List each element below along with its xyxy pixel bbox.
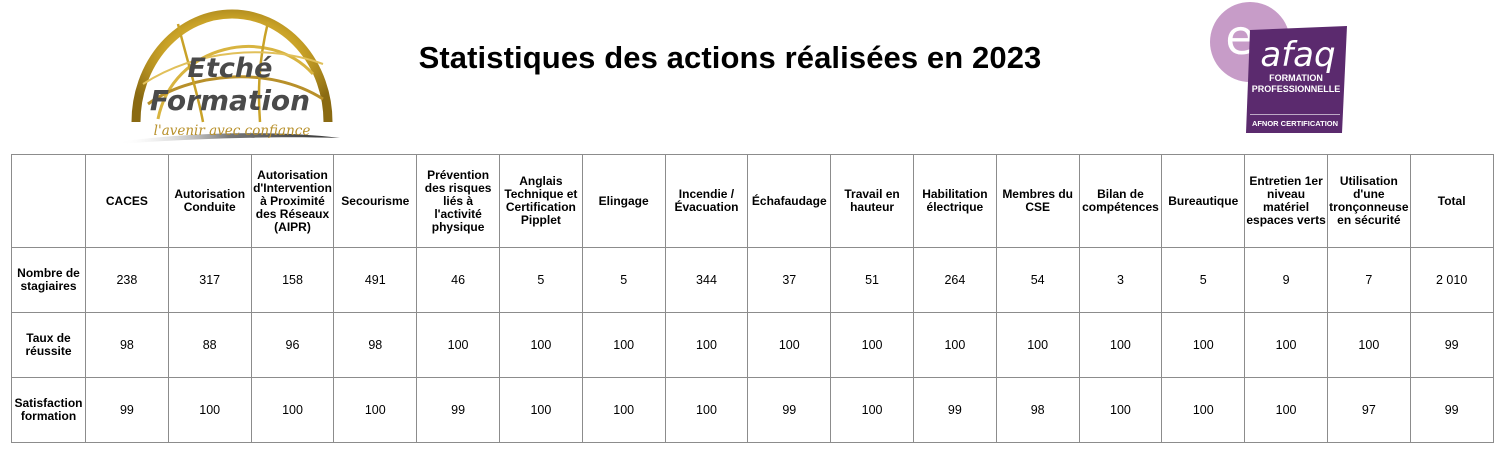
afaq-logo-graphic: e afaq FORMATION PROFESSIONNELLE AFNOR C… — [1210, 2, 1347, 133]
table-cell: 100 — [1161, 312, 1246, 378]
table-row: Taux de réussite 98 88 96 98 100 100 100 100 100 1… — [11, 312, 1494, 378]
table-cell: 100 — [1078, 312, 1163, 378]
table-cell: 99 — [416, 377, 500, 443]
column-header: Membres du CSE — [995, 154, 1080, 248]
table-cell: 99 — [912, 377, 997, 443]
table-cell: 7 — [1326, 247, 1411, 313]
page-title: Statistiques des actions réalisées en 20… — [418, 40, 1042, 75]
table-cell: 100 — [912, 312, 997, 378]
column-header: Total — [1409, 154, 1494, 248]
table-cell: 5 — [498, 247, 583, 313]
table-cell: 5 — [1161, 247, 1246, 313]
table-cell: 100 — [416, 312, 500, 378]
logo-tagline: l'avenir avec confiance — [154, 123, 311, 139]
table-body: Nombre de stagiaires 238 317 158 491 46 5 5 344 3… — [11, 247, 1494, 443]
column-header: Prévention des risques liés à l'activité… — [416, 154, 500, 248]
table-cell: 344 — [664, 247, 749, 313]
table-header-row: CACES Autorisation Conduite Autorisation d… — [11, 154, 1494, 248]
table-cell: 3 — [1078, 247, 1163, 313]
column-header: Entretien 1er niveau matériel espaces ve… — [1244, 154, 1328, 248]
table-cell: 100 — [1078, 377, 1163, 443]
table-cell: 100 — [498, 312, 583, 378]
table-cell: 158 — [250, 247, 335, 313]
column-header: Utilisation d'une tronçonneuse en sécuri… — [1326, 154, 1411, 248]
table-cell: 100 — [333, 377, 418, 443]
table-cell: 98 — [333, 312, 418, 378]
table-cell: 100 — [1326, 312, 1411, 378]
table-cell: 100 — [830, 312, 914, 378]
table-cell: 97 — [1326, 377, 1411, 443]
table-cell: 100 — [1244, 377, 1328, 443]
column-header: Incendie / Évacuation — [664, 154, 749, 248]
table-cell: 99 — [85, 377, 169, 443]
row-label: Taux de réussite — [11, 312, 86, 378]
table-cell: 88 — [167, 312, 252, 378]
table-row: Nombre de stagiaires 238 317 158 491 46 5 5 344 3… — [11, 247, 1494, 313]
table-cell: 100 — [1161, 377, 1246, 443]
afaq-brand: afaq — [1260, 35, 1335, 75]
column-header: Autorisation Conduite — [167, 154, 252, 248]
table-corner-cell — [11, 154, 86, 248]
row-label: Nombre de stagiaires — [11, 247, 86, 313]
table-cell: 238 — [85, 247, 169, 313]
table-cell: 99 — [747, 377, 832, 443]
table-cell: 100 — [498, 377, 583, 443]
table-cell: 99 — [1409, 312, 1494, 378]
column-header: Bureautique — [1161, 154, 1246, 248]
table-cell: 99 — [1409, 377, 1494, 443]
table-cell: 2 010 — [1409, 247, 1494, 313]
etche-formation-logo: Etché Formation l'avenir avec confiance — [118, 4, 344, 146]
logo-name-line1: Etché — [188, 53, 273, 84]
table-cell: 98 — [995, 377, 1080, 443]
logo-name-line2: Formation — [150, 84, 310, 117]
table-cell: 100 — [664, 377, 749, 443]
table-cell: 100 — [830, 377, 914, 443]
table-cell: 100 — [167, 377, 252, 443]
etche-formation-logo-graphic: Etché Formation l'avenir avec confiance — [118, 9, 340, 144]
afaq-line1: FORMATION — [1269, 73, 1323, 83]
afaq-footer: AFNOR CERTIFICATION — [1252, 119, 1338, 128]
table-cell: 100 — [581, 312, 666, 378]
table-cell: 37 — [747, 247, 832, 313]
column-header: Anglais Technique et Certification Pippl… — [498, 154, 583, 248]
table-cell: 100 — [250, 377, 335, 443]
table-cell: 5 — [581, 247, 666, 313]
table-cell: 96 — [250, 312, 335, 378]
column-header: Travail en hauteur — [830, 154, 914, 248]
column-header: Échafaudage — [747, 154, 832, 248]
statistics-table: CACES Autorisation Conduite Autorisation d… — [11, 154, 1494, 443]
table-cell: 100 — [664, 312, 749, 378]
table-cell: 100 — [995, 312, 1080, 378]
table-cell: 491 — [333, 247, 418, 313]
row-label: Satisfaction formation — [11, 377, 86, 443]
column-header: Secourisme — [333, 154, 418, 248]
column-header: Habilitation électrique — [912, 154, 997, 248]
column-header: Elingage — [581, 154, 666, 248]
afaq-logo: e afaq FORMATION PROFESSIONNELLE AFNOR C… — [1206, 2, 1350, 136]
table-cell: 100 — [747, 312, 832, 378]
column-header: Bilan de compétences — [1078, 154, 1163, 248]
table-cell: 264 — [912, 247, 997, 313]
table-cell: 100 — [581, 377, 666, 443]
table-cell: 317 — [167, 247, 252, 313]
table-row: Satisfaction formation 99 100 100 100 99 100 10… — [11, 377, 1494, 443]
table-cell: 100 — [1244, 312, 1328, 378]
column-header: Autorisation d'Intervention à Proximité … — [250, 154, 335, 248]
column-header: CACES — [85, 154, 169, 248]
table-cell: 51 — [830, 247, 914, 313]
table-cell: 98 — [85, 312, 169, 378]
table-cell: 54 — [995, 247, 1080, 313]
afaq-line2: PROFESSIONNELLE — [1252, 84, 1341, 94]
table-cell: 46 — [416, 247, 500, 313]
table-cell: 9 — [1244, 247, 1328, 313]
